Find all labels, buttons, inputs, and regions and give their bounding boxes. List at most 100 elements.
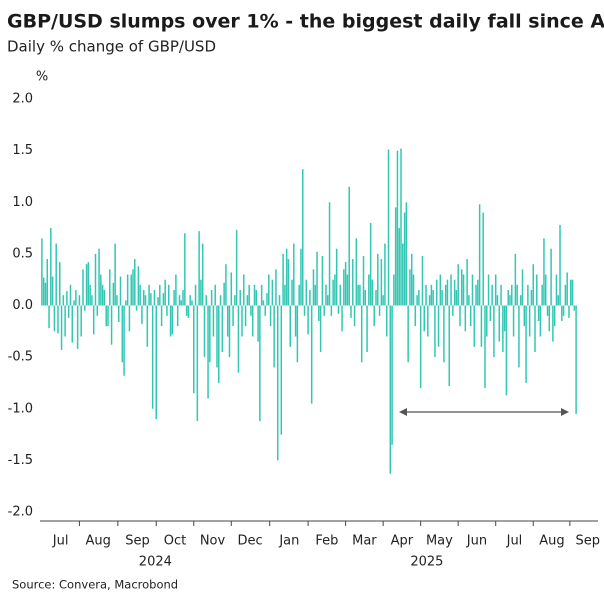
bar xyxy=(166,305,168,316)
bar xyxy=(198,231,200,306)
y-tick-label: -2.0 xyxy=(8,505,33,520)
bar xyxy=(471,274,474,306)
bar xyxy=(396,150,399,306)
bar xyxy=(216,305,218,368)
bar xyxy=(309,290,311,306)
bar xyxy=(569,279,572,306)
bar xyxy=(269,305,272,327)
bar xyxy=(291,279,293,306)
bar xyxy=(194,284,197,306)
bar xyxy=(137,266,140,306)
bar xyxy=(180,300,183,306)
bar xyxy=(109,269,111,306)
bar xyxy=(480,305,483,347)
bar xyxy=(552,305,554,342)
bar xyxy=(430,284,433,306)
bar xyxy=(84,305,86,311)
bar xyxy=(91,295,93,306)
bar xyxy=(87,262,90,306)
bar xyxy=(419,305,422,389)
y-tick-label: 0.5 xyxy=(12,246,33,261)
bar xyxy=(125,300,127,306)
bar xyxy=(80,305,82,337)
bar xyxy=(71,305,74,343)
bar xyxy=(226,305,229,337)
bar xyxy=(335,248,338,306)
bar xyxy=(262,300,265,306)
bar xyxy=(425,284,427,306)
y-tick-label: -1.5 xyxy=(8,453,33,468)
bar xyxy=(334,274,336,306)
bar xyxy=(94,253,97,306)
bar xyxy=(330,305,333,316)
bar xyxy=(196,305,199,422)
bar xyxy=(303,305,306,316)
bar xyxy=(67,305,70,318)
bar xyxy=(519,295,522,306)
bar xyxy=(321,255,324,306)
bar xyxy=(439,274,442,306)
bar xyxy=(339,284,342,306)
bar xyxy=(62,295,65,306)
x-tick-label: Feb xyxy=(315,534,338,549)
y-tick-label: 2.0 xyxy=(12,92,33,107)
bar xyxy=(280,305,283,435)
bar xyxy=(100,274,102,306)
bar xyxy=(528,305,531,337)
bar xyxy=(69,284,72,306)
bar xyxy=(160,305,163,327)
bar xyxy=(541,284,543,306)
bar xyxy=(527,284,529,306)
bar xyxy=(561,305,563,321)
bar xyxy=(400,148,402,306)
bar xyxy=(343,269,345,306)
chart-title: GBP/USD slumps over 1% - the biggest dai… xyxy=(7,11,604,33)
bar xyxy=(496,295,499,306)
bar xyxy=(155,305,157,420)
bar xyxy=(75,290,77,306)
bar xyxy=(225,264,227,306)
chart-subtitle: Daily % change of GBP/USD xyxy=(7,38,216,56)
x-tick-label: Sep xyxy=(575,534,600,549)
y-tick-label: 1.5 xyxy=(12,143,33,158)
bar xyxy=(559,224,561,306)
bar xyxy=(92,305,95,335)
bar xyxy=(394,207,397,306)
bar xyxy=(157,297,159,306)
bar xyxy=(389,305,392,474)
bar xyxy=(444,284,447,306)
bar xyxy=(271,279,274,306)
bar xyxy=(319,305,322,352)
bar xyxy=(553,305,556,327)
bar xyxy=(316,251,318,306)
bar xyxy=(355,238,358,306)
bar xyxy=(557,295,559,306)
bar xyxy=(498,305,501,342)
bar xyxy=(418,290,420,306)
bar xyxy=(82,269,84,306)
bar xyxy=(167,284,170,306)
bar xyxy=(505,305,508,396)
bar xyxy=(337,305,340,314)
bar xyxy=(523,305,526,327)
bar xyxy=(57,305,59,334)
bar xyxy=(314,284,317,306)
bar xyxy=(148,284,150,306)
bar xyxy=(323,305,325,316)
x-tick-label: Aug xyxy=(85,534,110,549)
bar xyxy=(427,305,429,337)
bar xyxy=(189,295,191,306)
bar xyxy=(562,305,565,316)
bar xyxy=(268,274,270,306)
bar xyxy=(153,290,156,306)
x-tick-label: Jul xyxy=(52,534,69,549)
bar xyxy=(369,222,372,306)
x-tick-label: Aug xyxy=(539,534,564,549)
bar xyxy=(128,305,131,332)
bar xyxy=(151,305,154,409)
x-tick-label: Jun xyxy=(466,534,487,549)
x-tick-label: Jul xyxy=(506,534,523,549)
bar xyxy=(201,243,204,306)
bar xyxy=(348,186,350,306)
